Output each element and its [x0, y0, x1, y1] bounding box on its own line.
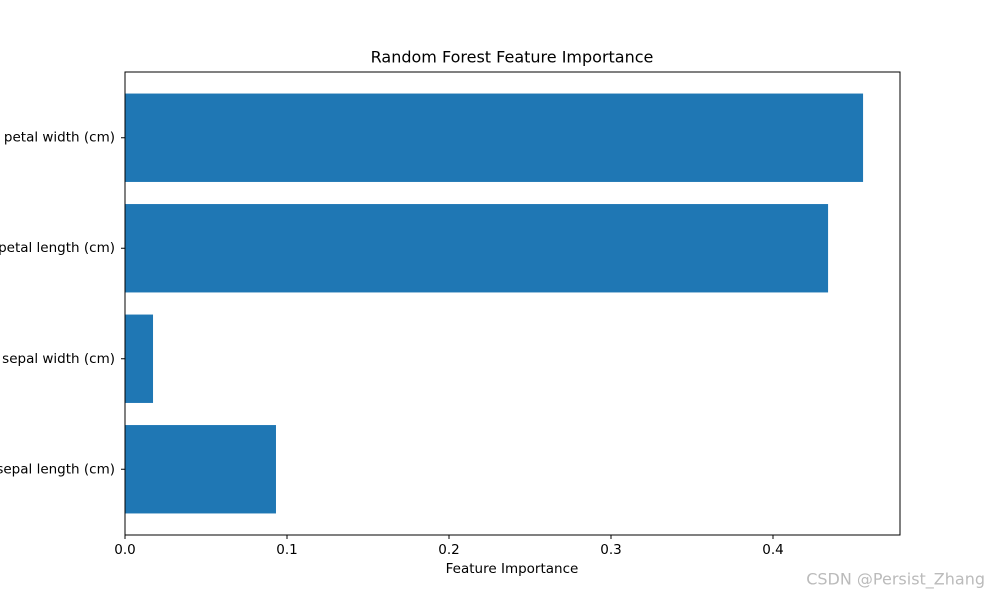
x-tick-label: 0.4 [762, 542, 783, 558]
chart-title: Random Forest Feature Importance [371, 48, 654, 67]
x-tick-label: 0.1 [276, 542, 297, 558]
watermark: CSDN @Persist_Zhang [806, 570, 985, 590]
bar [125, 425, 276, 514]
x-tick-label: 0.3 [600, 542, 621, 558]
y-tick-label: petal width (cm) [4, 130, 115, 146]
x-tick-label: 0.2 [438, 542, 459, 558]
bar [125, 204, 829, 293]
y-tick-label: sepal length (cm) [0, 461, 115, 477]
bar [125, 314, 154, 403]
x-tick-label: 0.0 [114, 542, 135, 558]
y-tick-label: petal length (cm) [0, 240, 115, 256]
bar [125, 93, 864, 182]
x-axis-label: Feature Importance [446, 561, 579, 577]
y-tick-label: sepal width (cm) [2, 351, 115, 367]
plot-frame [124, 71, 901, 536]
